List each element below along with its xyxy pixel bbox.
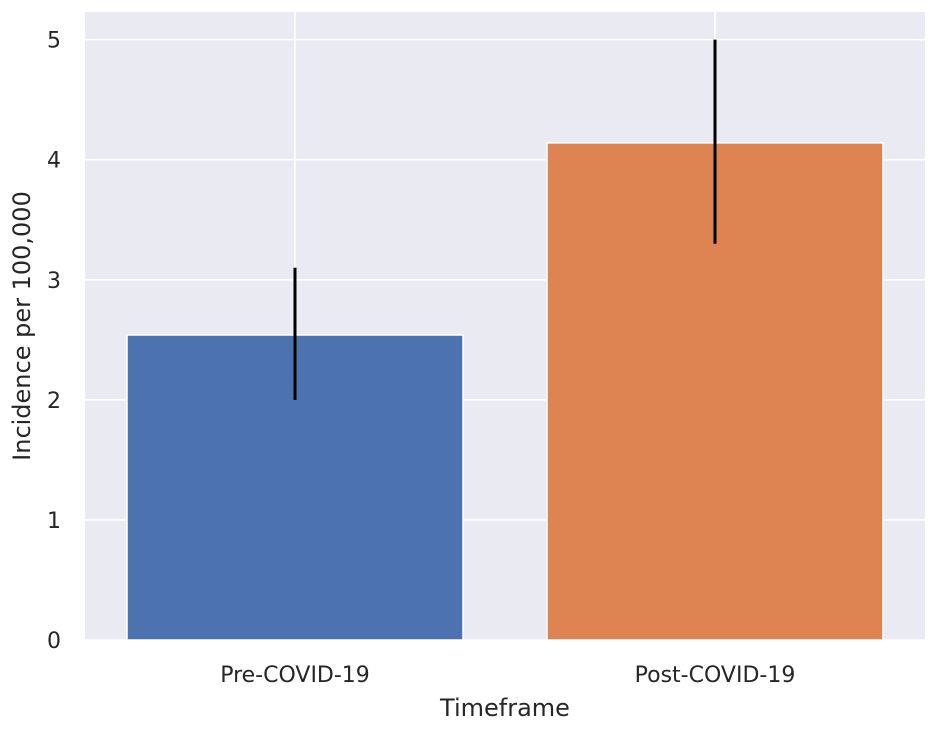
y-axis-ticks: 0 1 2 3 4 5 <box>47 29 61 654</box>
x-axis-ticks: Pre-COVID-19 Post-COVID-19 <box>220 663 795 688</box>
x-tick-label: Post-COVID-19 <box>635 663 796 688</box>
y-tick-label: 2 <box>47 389 61 414</box>
error-bars <box>293 39 717 400</box>
y-tick-label: 0 <box>47 629 61 654</box>
y-tick-label: 4 <box>47 149 61 174</box>
y-axis-label: Incidence per 100,000 <box>8 191 36 461</box>
x-tick-label: Pre-COVID-19 <box>220 663 370 688</box>
y-tick-label: 5 <box>47 29 61 54</box>
x-axis-label: Timeframe <box>439 694 570 722</box>
y-tick-label: 3 <box>47 269 61 294</box>
y-tick-label: 1 <box>47 509 61 534</box>
